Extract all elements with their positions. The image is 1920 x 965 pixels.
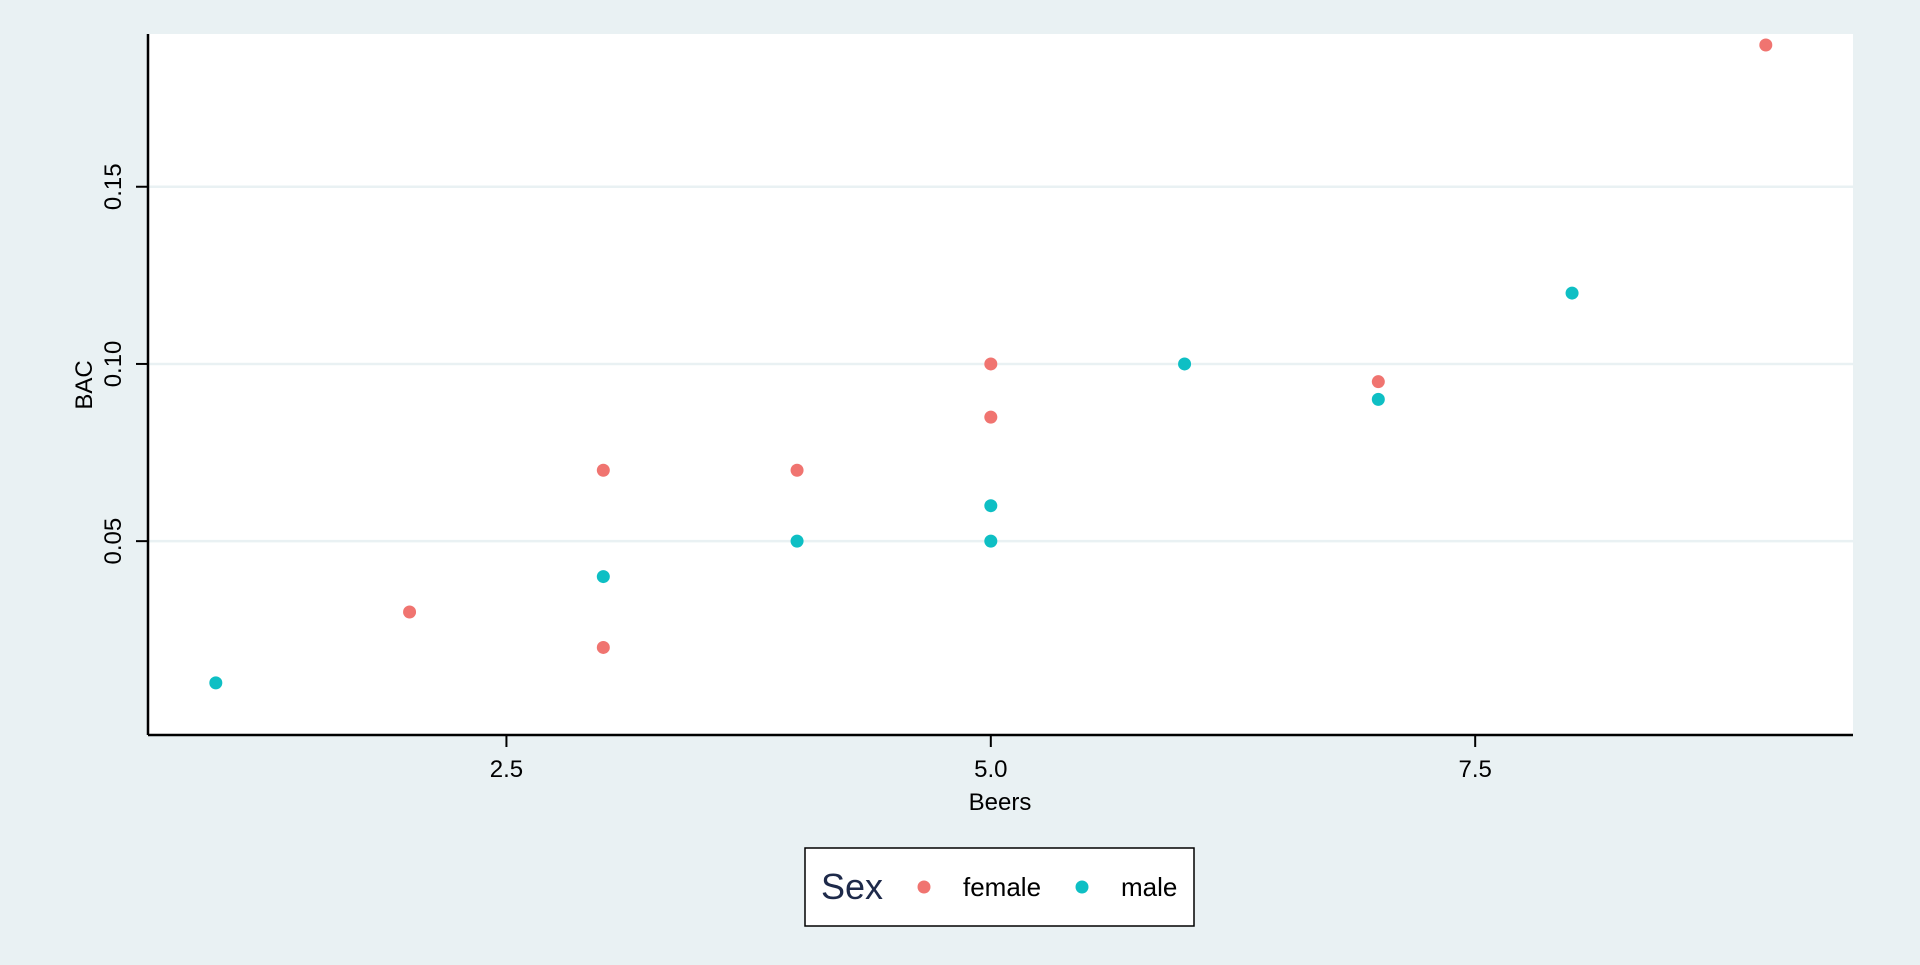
x-tick-label: 5.0 — [974, 756, 1007, 783]
x-tick-label: 2.5 — [490, 756, 523, 783]
x-tick-label: 7.5 — [1459, 756, 1492, 783]
data-points — [209, 38, 1773, 690]
data-point-male — [790, 534, 804, 548]
data-point-male — [596, 570, 610, 584]
data-point-male — [209, 676, 223, 690]
y-ticks: 0.05 0.10 0.15 — [100, 163, 148, 565]
legend-box — [804, 847, 1195, 927]
legend-label-male: male — [1121, 872, 1177, 902]
data-point-female — [596, 640, 610, 654]
data-point-female — [790, 463, 804, 477]
data-point-male — [984, 534, 998, 548]
plot-panel — [148, 34, 1853, 735]
legend-key-male — [1075, 880, 1089, 894]
x-axis-label: Beers — [969, 789, 1032, 816]
data-point-female — [1371, 375, 1385, 389]
axes — [146, 34, 1853, 737]
data-point-male — [1178, 357, 1192, 371]
data-point-male — [1371, 392, 1385, 406]
legend-title: Sex — [821, 866, 883, 907]
y-tick-label: 0.15 — [100, 163, 127, 210]
grid-lines — [148, 185, 1853, 543]
data-point-female — [1759, 38, 1773, 52]
data-point-female — [596, 463, 610, 477]
x-ticks: 2.5 5.0 7.5 — [490, 735, 1492, 783]
data-point-female — [403, 605, 417, 619]
data-point-male — [1565, 286, 1579, 300]
y-tick-label: 0.05 — [100, 518, 127, 565]
y-axis-label: BAC — [71, 360, 98, 409]
data-point-female — [984, 357, 998, 371]
legend: Sex female male — [804, 847, 1195, 927]
legend-label-female: female — [963, 872, 1041, 902]
y-tick-label: 0.10 — [100, 341, 127, 388]
data-point-female — [984, 410, 998, 424]
data-point-male — [984, 499, 998, 513]
legend-key-female — [917, 880, 931, 894]
